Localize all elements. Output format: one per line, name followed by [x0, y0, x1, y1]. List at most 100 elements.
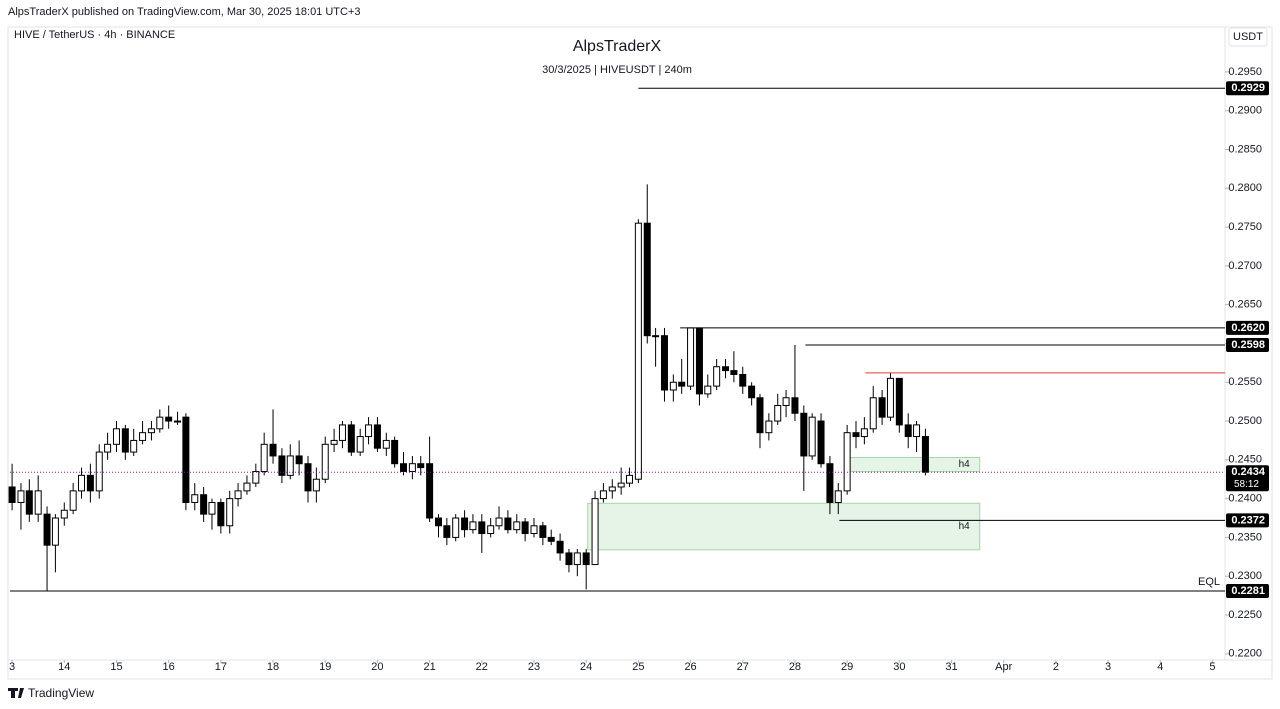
- y-tick-label: 0.2400: [1228, 493, 1262, 505]
- candle-body: [347, 424, 355, 453]
- candle-body: [521, 521, 529, 535]
- candle-body: [547, 536, 555, 542]
- candle-body: [687, 327, 695, 387]
- x-tick-label: 18: [267, 661, 279, 673]
- x-tick-label: 26: [684, 661, 696, 673]
- candle-body: [408, 463, 416, 472]
- candle-body: [504, 517, 512, 531]
- y-tick-label: 0.2200: [1228, 648, 1262, 660]
- candle-body: [139, 432, 147, 441]
- x-tick-label: 2: [1053, 661, 1059, 673]
- countdown: 58:12: [1234, 479, 1259, 490]
- candle-body: [756, 397, 764, 434]
- x-tick-label: 20: [371, 661, 383, 673]
- candle-body: [513, 521, 521, 531]
- candle-body: [626, 474, 634, 484]
- candle-body: [426, 463, 434, 519]
- level-label: 0.2281: [1231, 585, 1265, 597]
- candle-body: [808, 416, 816, 457]
- currency: USDT: [1233, 31, 1263, 43]
- candle-body: [860, 428, 868, 438]
- candle-body: [373, 424, 381, 449]
- level-label: 0.2598: [1231, 339, 1265, 351]
- candle-body: [826, 463, 834, 504]
- candle-body: [530, 525, 538, 535]
- x-tick-label: 14: [58, 661, 70, 673]
- candle-body: [130, 439, 138, 453]
- x-tick-label: 30: [893, 661, 905, 673]
- candle-body: [573, 552, 581, 566]
- candle-body: [165, 416, 173, 422]
- candle-body: [234, 490, 242, 500]
- candle-body: [226, 498, 234, 527]
- candle-body: [599, 490, 607, 500]
- candle-body: [487, 525, 495, 535]
- x-tick-label: 28: [789, 661, 801, 673]
- candle-body: [17, 490, 25, 503]
- candle-body: [365, 424, 373, 438]
- candle-body: [182, 416, 190, 504]
- candle-body: [695, 327, 703, 395]
- footer: TradingView: [28, 686, 94, 700]
- candle-body: [417, 463, 425, 469]
- level-note: EQL: [1198, 576, 1220, 588]
- candle-body: [669, 381, 677, 391]
- candle-body: [608, 486, 616, 492]
- candle-body: [834, 490, 842, 503]
- candle-body: [147, 428, 155, 434]
- candle-body: [191, 494, 199, 504]
- x-tick-label: 4: [1157, 661, 1163, 673]
- level-label-box: [1226, 513, 1269, 528]
- candle-body: [904, 424, 912, 438]
- candle-body: [895, 377, 903, 426]
- candle-body: [295, 455, 303, 465]
- x-tick-label: 16: [163, 661, 175, 673]
- candle-body: [330, 439, 338, 445]
- y-tick-label: 0.2650: [1228, 299, 1262, 311]
- candle-body: [791, 397, 799, 414]
- candle-body: [243, 482, 251, 492]
- y-tick-label: 0.2700: [1228, 260, 1262, 272]
- candle-body: [286, 455, 294, 476]
- x-tick-label: 23: [528, 661, 540, 673]
- y-tick-label: 0.2350: [1228, 531, 1262, 543]
- candle-body: [43, 513, 51, 546]
- zone-label: h4: [959, 521, 971, 532]
- candle-body: [852, 432, 860, 438]
- y-tick-label: 0.2300: [1228, 570, 1262, 582]
- candle-body: [95, 451, 103, 492]
- candle-body: [913, 424, 921, 438]
- level-label: 0.2620: [1231, 322, 1265, 334]
- x-tick-label: 5: [1209, 661, 1215, 673]
- candle-body: [400, 463, 408, 472]
- symbol: HIVE / TetherUS · 4h · BINANCE: [14, 29, 175, 41]
- candle-body: [382, 439, 390, 449]
- candle-body: [878, 397, 886, 418]
- y-tick-label: 0.2500: [1228, 415, 1262, 427]
- candle-body: [539, 525, 547, 538]
- level-label: 0.2372: [1231, 514, 1265, 526]
- candle-body: [8, 486, 16, 503]
- candle-body: [469, 521, 477, 531]
- candle-body: [69, 490, 77, 511]
- x-tick-label: 22: [476, 661, 488, 673]
- x-tick-label: 3: [9, 661, 15, 673]
- candle-body: [817, 420, 825, 465]
- x-tick-label: 21: [423, 661, 435, 673]
- candle-body: [730, 370, 738, 375]
- candle-body: [78, 474, 86, 492]
- x-tick-label: 25: [632, 661, 644, 673]
- candle-body: [121, 428, 129, 453]
- y-tick-label: 0.2800: [1228, 182, 1262, 194]
- candle-body: [739, 373, 747, 387]
- y-tick-label: 0.2900: [1228, 105, 1262, 117]
- candle-body: [217, 502, 225, 527]
- candle-body: [200, 494, 208, 515]
- candle-body: [156, 416, 164, 430]
- candle-body: [304, 463, 312, 492]
- level-label-box: [1226, 338, 1269, 352]
- candle-body: [51, 517, 59, 546]
- level-label-box: [1226, 320, 1269, 335]
- candle-body: [800, 412, 808, 457]
